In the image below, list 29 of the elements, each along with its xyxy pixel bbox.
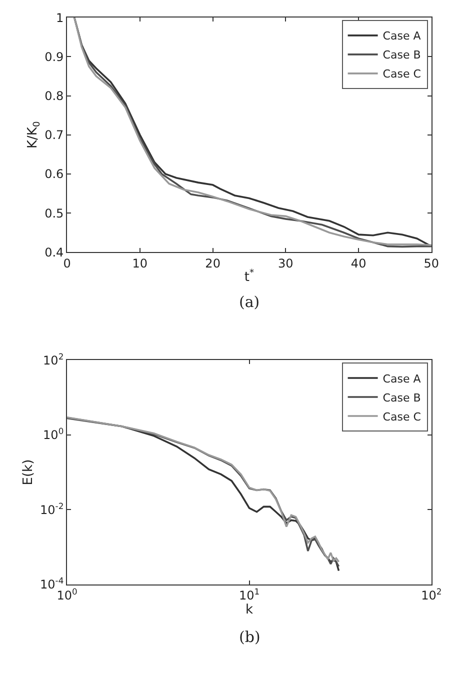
x-tick-label: 10$^{1}$	[238, 586, 260, 603]
text: (b)	[239, 628, 260, 646]
y-tick-label: 10$^{-2}$	[40, 500, 64, 517]
x-axis-title: t$^{*}$	[244, 268, 255, 286]
y-tick-label: 0.5	[44, 206, 64, 220]
y-tick-label: 1	[56, 10, 64, 25]
y-tick-label: 10$^{0}$	[43, 426, 64, 442]
x-tick-label: 40	[350, 256, 366, 271]
y-tick-label: 0.9	[44, 50, 64, 64]
x-tick-label: 10	[132, 256, 148, 271]
legend-label: Case A	[382, 30, 422, 43]
x-tick-label: 10$^{2}$	[421, 586, 442, 603]
legend-label: Case A	[382, 372, 422, 386]
legend-label: Case B	[382, 391, 421, 404]
text: (a)	[239, 293, 260, 311]
x-axis-title: k	[245, 602, 254, 618]
y-tick-label: 0.8	[44, 88, 64, 103]
y-tick-label: 0.4	[44, 245, 64, 260]
legend-label: Case C	[382, 68, 422, 81]
y-tick-label: 0.6	[44, 167, 64, 182]
x-tick-label: 20	[205, 256, 220, 271]
y-axis-title: E(k)	[20, 459, 36, 486]
x-tick-label: 50	[424, 256, 440, 271]
y-tick-label: 0.7	[44, 128, 64, 142]
legend-label: Case C	[382, 410, 422, 424]
legend-label: Case B	[382, 48, 421, 62]
x-tick-label: 0	[63, 256, 71, 271]
y-tick-label: 10$^{2}$	[43, 351, 64, 368]
x-tick-label: 30	[278, 256, 294, 271]
